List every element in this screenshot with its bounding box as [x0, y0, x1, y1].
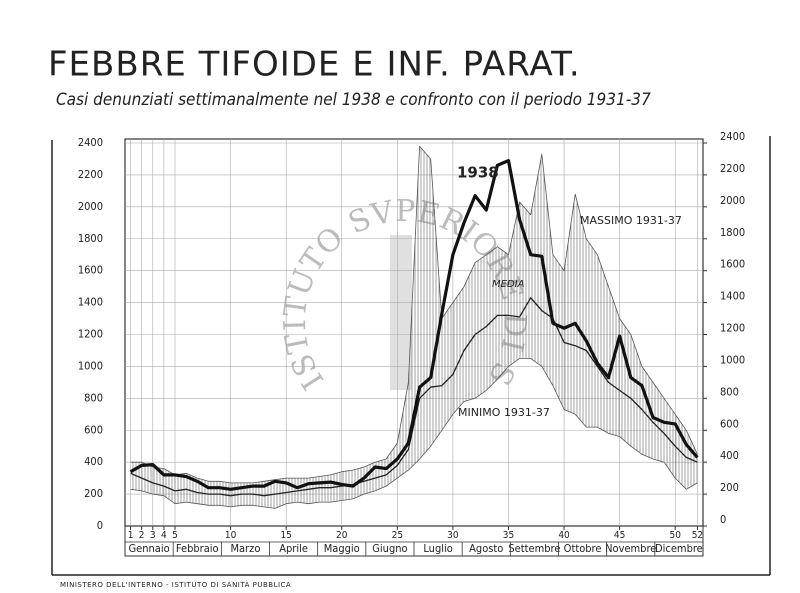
- month-label: Gennaio: [128, 542, 169, 555]
- x-tick-label: 52: [692, 530, 703, 541]
- y-tick-label: 400: [84, 455, 103, 468]
- y-tick-label: 1600: [78, 264, 103, 277]
- x-tick-label: 45: [614, 530, 625, 541]
- x-tick-label: 25: [392, 530, 403, 541]
- month-label: Luglio: [423, 542, 452, 555]
- x-tick-label: 10: [225, 530, 237, 541]
- footer: MINISTERO DELL'INTERNO - ISTITUTO DI SAN…: [60, 580, 291, 589]
- y2-tick-label: 1800: [720, 226, 745, 239]
- series-line: [130, 358, 698, 509]
- series-label: MASSIMO 1931-37: [580, 214, 682, 227]
- month-label: Novembre: [605, 542, 656, 555]
- y2-tick-label: 1200: [720, 322, 745, 335]
- series-line: [130, 145, 698, 484]
- x-tick-label: 20: [336, 530, 348, 541]
- month-label: Ottobre: [564, 542, 602, 555]
- x-tick-label: 2: [139, 530, 145, 541]
- y-tick-label: 0: [97, 519, 103, 532]
- watermark-emblem: [390, 235, 412, 390]
- month-label: Agosto: [469, 542, 503, 555]
- x-tick-label: 3: [150, 530, 156, 541]
- y-tick-label: 600: [84, 423, 103, 436]
- y-tick-label: 800: [84, 391, 103, 404]
- x-tick-label: 35: [503, 530, 514, 541]
- series-label: MEDIA: [492, 279, 525, 290]
- chart-subtitle: Casi denunziati settimanalmente nel 1938…: [56, 90, 651, 110]
- y-tick-label: 1800: [78, 232, 103, 245]
- y-tick-label: 1000: [78, 359, 103, 372]
- x-tick-label: 15: [280, 530, 291, 541]
- x-tick-label: 40: [558, 530, 570, 541]
- series-label: 1938: [457, 164, 499, 182]
- y2-tick-label: 1400: [720, 290, 745, 303]
- x-tick-label: 5: [172, 530, 178, 541]
- y-tick-label: 200: [84, 487, 103, 500]
- y2-tick-label: 2200: [720, 162, 745, 175]
- y-tick-label: 1400: [78, 296, 103, 309]
- y2-tick-label: 1600: [720, 258, 745, 271]
- y2-tick-label: 600: [720, 417, 739, 430]
- y2-tick-label: 0: [720, 513, 726, 526]
- series-line: [129, 159, 699, 491]
- series-line: [130, 297, 698, 497]
- y-tick-label: 2400: [78, 136, 103, 149]
- y2-tick-label: 2000: [720, 194, 745, 207]
- x-tick-label: 4: [161, 530, 167, 541]
- month-label: Febbraio: [176, 542, 219, 555]
- month-label: Dicembre: [655, 542, 703, 555]
- y-tick-label: 2200: [78, 168, 103, 181]
- y2-tick-label: 400: [720, 449, 739, 462]
- y-tick-label: 1200: [78, 328, 103, 341]
- y2-tick-label: 2400: [720, 130, 745, 143]
- x-tick-label: 30: [447, 530, 459, 541]
- month-label: Marzo: [230, 542, 260, 555]
- range-hatch: [130, 146, 698, 509]
- month-label: Aprile: [279, 542, 308, 555]
- y2-tick-label: 200: [720, 481, 739, 494]
- y2-tick-label: 800: [720, 385, 739, 398]
- month-label: Giugno: [372, 542, 407, 555]
- x-tick-label: 50: [669, 530, 681, 541]
- y2-tick-label: 1000: [720, 353, 745, 366]
- series-label: MINIMO 1931-37: [458, 406, 550, 419]
- y-tick-label: 2000: [78, 200, 103, 213]
- x-tick-label: 1: [128, 530, 134, 541]
- month-label: Settembre: [508, 542, 560, 555]
- chart-title: FEBBRE TIFOIDE E INF. PARAT.: [48, 45, 581, 85]
- month-label: Maggio: [324, 542, 360, 555]
